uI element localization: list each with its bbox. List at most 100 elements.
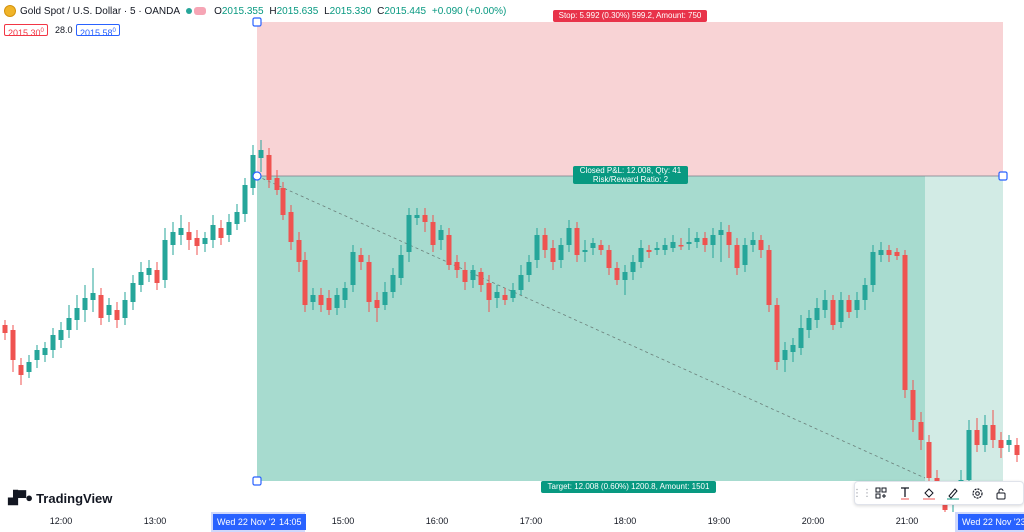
width-handle[interactable]: [998, 171, 1008, 181]
candle-body: [910, 390, 916, 420]
candle: [630, 255, 636, 280]
candle: [974, 418, 980, 452]
pnl-label[interactable]: Closed P&L: 12.008, Qty: 41 Risk/Reward …: [573, 166, 688, 184]
candle-body: [310, 295, 316, 302]
target-label[interactable]: Target: 12.008 (0.60%) 1200.8, Amount: 1…: [541, 481, 716, 493]
candle: [250, 145, 256, 195]
candle: [66, 305, 72, 338]
candle: [242, 178, 248, 222]
stop-label[interactable]: Stop: 5.992 (0.30%) 599.2, Amount: 750: [553, 10, 707, 22]
candle-body: [766, 250, 772, 305]
candle-body: [670, 242, 676, 248]
candle-body: [178, 228, 184, 235]
candle-body: [726, 232, 732, 245]
candle: [542, 228, 548, 258]
candle-body: [574, 228, 580, 255]
candle-body: [710, 235, 716, 245]
candle-body: [486, 283, 492, 300]
logo-text: TradingView: [36, 490, 113, 506]
target-handle[interactable]: [252, 476, 262, 486]
time-tick: 17:00: [519, 516, 543, 526]
open-value: 2015.355: [221, 5, 264, 17]
lock-icon[interactable]: [989, 482, 1013, 504]
candle: [614, 262, 620, 285]
time-axis[interactable]: 12:00 13:00 15:00 16:00 17:00 18:00 19:0…: [0, 512, 1024, 532]
candle-body: [462, 270, 468, 282]
candle-body: [66, 318, 72, 330]
candle-body: [598, 245, 604, 250]
candle-body: [782, 350, 788, 360]
candle-body: [590, 243, 596, 248]
candle: [670, 235, 676, 252]
candle: [806, 310, 812, 338]
candle-body: [34, 350, 40, 360]
candle-body: [218, 228, 224, 238]
object-tree-icon[interactable]: [869, 482, 893, 504]
candle: [390, 268, 396, 298]
candle-body: [414, 215, 420, 218]
candle: [74, 295, 80, 330]
tradingview-logo[interactable]: ▟▀● TradingView: [8, 490, 112, 506]
symbol-title[interactable]: Gold Spot / U.S. Dollar · 5 · OANDA: [20, 5, 181, 17]
candle-body: [606, 250, 612, 268]
profit-target-zone[interactable]: [257, 176, 925, 481]
stop-handle[interactable]: [252, 17, 262, 27]
entry-handle[interactable]: [252, 171, 262, 181]
candle: [710, 228, 716, 258]
candle: [58, 322, 64, 348]
candle-body: [630, 262, 636, 272]
candle: [274, 170, 280, 195]
eye-toggle-icon: [194, 7, 207, 15]
candle-body: [846, 300, 852, 312]
candle: [350, 245, 356, 292]
candle: [918, 412, 924, 450]
candle-body: [162, 240, 168, 280]
settings-icon[interactable]: [965, 482, 989, 504]
text-icon[interactable]: [893, 482, 917, 504]
candle: [662, 238, 668, 255]
range-start-date-badge: Wed 22 Nov '23: [213, 514, 285, 530]
price-chart[interactable]: [0, 0, 1024, 512]
candle: [478, 268, 484, 292]
low-label: L: [324, 5, 330, 17]
stop-loss-zone[interactable]: [257, 22, 1003, 176]
candle: [234, 204, 240, 230]
candle: [26, 355, 32, 378]
candle-body: [114, 310, 120, 320]
time-tick: 19:00: [707, 516, 731, 526]
candle-body: [366, 262, 372, 302]
line-color-icon[interactable]: [941, 482, 965, 504]
candle-body: [534, 235, 540, 260]
candle-body: [74, 308, 80, 320]
candle-body: [2, 325, 8, 333]
candle-body: [350, 252, 356, 285]
candle-body: [838, 300, 844, 322]
fill-color-icon[interactable]: [917, 482, 941, 504]
candle-body: [382, 292, 388, 305]
candle: [342, 282, 348, 308]
candle-body: [758, 240, 764, 250]
candle: [18, 358, 24, 385]
candle: [258, 140, 264, 172]
buy-button[interactable]: 2015.580: [76, 24, 120, 38]
pnl-line-2: Risk/Reward Ratio: 2: [592, 174, 669, 184]
candle: [358, 248, 364, 270]
candle: [2, 320, 8, 340]
sell-button[interactable]: 2015.300: [4, 24, 48, 38]
candle: [702, 232, 708, 252]
range-end-date-badge: Wed 22 Nov '23: [958, 514, 1024, 530]
candle-body: [82, 298, 88, 310]
candle: [288, 205, 294, 250]
candle-body: [258, 150, 264, 158]
candle-body: [718, 230, 724, 235]
candle-body: [702, 238, 708, 245]
grip-icon[interactable]: ⋮⋮: [852, 487, 872, 499]
candle-body: [806, 318, 812, 330]
candle: [398, 245, 404, 285]
candle-body: [734, 245, 740, 268]
candle-body: [194, 238, 200, 246]
candle-body: [998, 440, 1004, 448]
candle-body: [686, 242, 692, 244]
market-status-toggle[interactable]: [186, 7, 207, 15]
candle-body: [170, 232, 176, 245]
